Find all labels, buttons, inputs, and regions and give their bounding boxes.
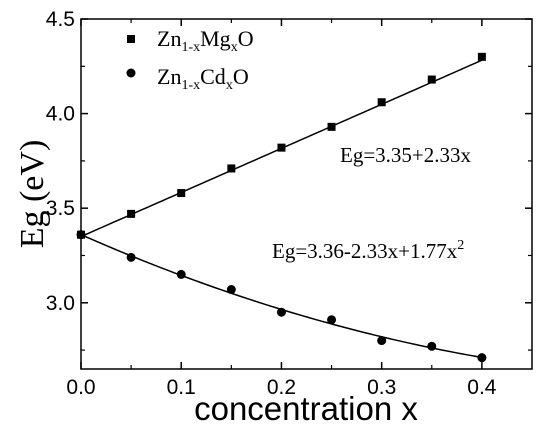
plot-frame xyxy=(80,18,533,370)
y-tick-label: 4.5 xyxy=(46,8,75,31)
data-point-square xyxy=(227,164,236,173)
data-point-square xyxy=(277,143,286,152)
x-tick-label: 0.4 xyxy=(467,376,497,399)
y-tick-label: 4.0 xyxy=(46,103,75,126)
x-tick-label: 0.1 xyxy=(167,376,196,399)
y-tick-label: 3.0 xyxy=(46,292,75,315)
legend-label-cdo: Zn1-xCdxO xyxy=(157,64,249,93)
data-point-square xyxy=(377,98,386,107)
data-point-circle xyxy=(477,353,487,363)
data-point-square xyxy=(177,189,186,198)
data-point-square xyxy=(327,122,336,131)
axis-ticks: 0.0 0.1 0.2 0.3 0.4 3.0 3.5 4.0 4.5 xyxy=(46,8,532,399)
data-point-circle xyxy=(377,336,387,346)
data-point-circle xyxy=(76,230,86,240)
equation-quadratic: Eg=3.36-2.33x+1.77x2 xyxy=(272,238,464,263)
y-tick-label: 3.5 xyxy=(46,197,75,220)
x-tick-label: 0.3 xyxy=(367,376,396,399)
legend-square-marker xyxy=(127,35,135,43)
y-axis-label: Eg (eV) xyxy=(14,140,51,249)
data-point-circle xyxy=(327,315,337,325)
equation-linear: Eg=3.35+2.33x xyxy=(340,143,472,167)
x-tick-label: 0.0 xyxy=(66,376,95,399)
data-point-circle xyxy=(427,341,437,351)
data-point-square xyxy=(477,52,486,61)
data-point-square xyxy=(127,209,136,218)
data-point-circle xyxy=(126,252,136,262)
x-tick-label: 0.2 xyxy=(267,376,296,399)
data-points xyxy=(76,52,487,363)
x-axis-label: concentration x xyxy=(194,390,418,427)
legend: Zn1-xMgxO Zn1-xCdxO xyxy=(126,26,254,93)
data-point-circle xyxy=(276,307,286,317)
data-point-circle xyxy=(226,285,236,295)
data-point-square xyxy=(427,75,436,84)
legend-label-mgo: Zn1-xMgxO xyxy=(157,26,254,55)
legend-circle-marker xyxy=(126,68,136,78)
data-point-circle xyxy=(176,269,186,279)
